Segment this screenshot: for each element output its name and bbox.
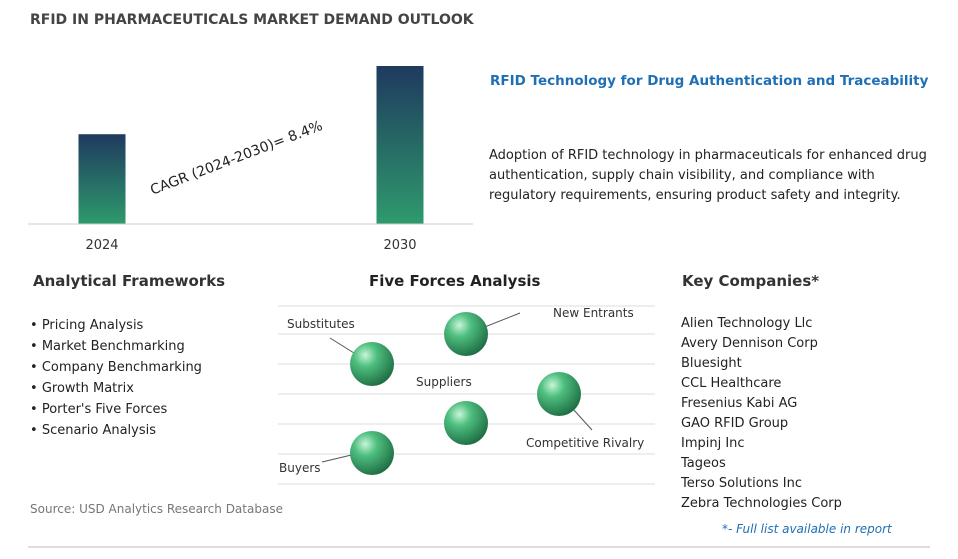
- bar-chart: 2024 2030: [78, 66, 424, 253]
- bullet: •: [30, 360, 42, 375]
- item-text: Zebra Technologies Corp: [681, 496, 842, 511]
- item-text: GAO RFID Group: [681, 416, 789, 431]
- list-item: • Pricing Analysis: [30, 315, 202, 336]
- force-label: Competitive Rivalry: [526, 436, 644, 450]
- bullet: •: [30, 318, 42, 333]
- item-text: Alien Technology Llc: [681, 316, 813, 331]
- list-item: Alien Technology Llc: [681, 314, 842, 334]
- list-item: Fresenius Kabi AG: [681, 394, 842, 414]
- page-title: RFID IN PHARMACEUTICALS MARKET DEMAND OU…: [30, 12, 474, 28]
- item-text: CCL Healthcare: [681, 376, 782, 391]
- companies-note: *- Full list available in report: [722, 522, 892, 536]
- list-item: • Scenario Analysis: [30, 420, 202, 441]
- force-label: Suppliers: [416, 375, 472, 389]
- item-text: Growth Matrix: [41, 381, 134, 396]
- list-item: GAO RFID Group: [681, 414, 842, 434]
- item-text: Porter's Five Forces: [41, 402, 168, 417]
- x-tick-label: 2030: [383, 238, 416, 253]
- list-item: • Growth Matrix: [30, 378, 202, 399]
- list-item: Tageos: [681, 454, 842, 474]
- five-forces-title: Five Forces Analysis: [369, 272, 541, 290]
- highlight-description: Adoption of RFID technology in pharmaceu…: [489, 148, 927, 203]
- list-item: • Porter's Five Forces: [30, 399, 202, 420]
- bullet: •: [30, 423, 42, 438]
- companies-list: Alien Technology Llc Avery Dennison Corp B…: [681, 314, 842, 514]
- bar: [376, 66, 424, 224]
- companies-title: Key Companies*: [682, 272, 820, 290]
- item-text: Impinj Inc: [681, 436, 745, 451]
- item-text: Terso Solutions Inc: [681, 476, 803, 491]
- bullet: •: [30, 381, 42, 396]
- frameworks-list: • Pricing Analysis • Market Benchmarking •…: [30, 315, 202, 441]
- item-text: Tageos: [681, 456, 726, 471]
- item-text: Company Benchmarking: [41, 360, 202, 375]
- list-item: Zebra Technologies Corp: [681, 494, 842, 514]
- cagr-annotation: CAGR (2024-2030)= 8.4%: [148, 118, 325, 199]
- list-item: CCL Healthcare: [681, 374, 842, 394]
- list-item: Avery Dennison Corp: [681, 334, 842, 354]
- list-item: Impinj Inc: [681, 434, 842, 454]
- force-label: Buyers: [279, 461, 321, 475]
- list-item: • Company Benchmarking: [30, 357, 202, 378]
- list-item: • Market Benchmarking: [30, 336, 202, 357]
- item-text: Pricing Analysis: [41, 318, 144, 333]
- highlight-title: RFID Technology for Drug Authentication …: [490, 73, 929, 89]
- force-label: New Entrants: [553, 306, 634, 320]
- bullet: •: [30, 339, 42, 354]
- list-item: Terso Solutions Inc: [681, 474, 842, 494]
- item-text: Market Benchmarking: [41, 339, 185, 354]
- frameworks-title: Analytical Frameworks: [33, 272, 226, 290]
- item-text: Fresenius Kabi AG: [681, 396, 798, 411]
- bar: [78, 134, 126, 224]
- item-text: Scenario Analysis: [41, 423, 157, 438]
- list-item: Bluesight: [681, 354, 842, 374]
- bullet: •: [30, 402, 42, 417]
- source: Source: USD Analytics Research Database: [30, 502, 283, 516]
- five-forces-graphic: [278, 305, 655, 485]
- x-tick-label: 2024: [85, 238, 118, 253]
- item-text: Bluesight: [681, 356, 742, 371]
- item-text: Avery Dennison Corp: [681, 336, 818, 351]
- force-label: Substitutes: [287, 317, 355, 331]
